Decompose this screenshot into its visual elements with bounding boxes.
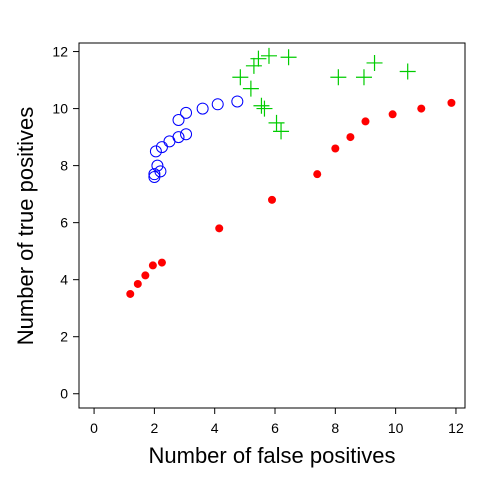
y-tick-label: 12 <box>52 44 68 60</box>
data-point <box>366 54 383 71</box>
data-point <box>268 114 285 131</box>
data-point <box>253 97 270 114</box>
data-point <box>151 159 164 172</box>
data-point <box>256 100 273 117</box>
data-point <box>231 95 244 108</box>
data-point <box>417 104 426 113</box>
y-tick-label: 0 <box>60 386 68 402</box>
x-tick-label: 2 <box>150 420 158 436</box>
data-point <box>250 50 267 67</box>
series-filled-circle <box>126 98 456 298</box>
data-point <box>330 69 347 86</box>
plot-frame <box>78 42 466 409</box>
data-point <box>180 106 193 119</box>
data-point <box>172 131 185 144</box>
y-tick-label: 10 <box>52 101 68 117</box>
series-open-circle <box>148 95 244 184</box>
data-point <box>211 98 224 111</box>
data-point <box>331 144 340 153</box>
data-point <box>133 279 142 288</box>
data-point <box>388 110 397 119</box>
data-point <box>155 141 168 154</box>
data-point <box>232 69 249 86</box>
x-axis-title: Number of false positives <box>149 443 396 468</box>
data-point <box>346 133 355 142</box>
y-axis: 0 2 4 6 8 10 12 <box>52 44 79 402</box>
data-point <box>148 261 157 270</box>
data-point <box>148 168 161 181</box>
data-point <box>313 170 322 179</box>
x-tick-label: 6 <box>271 420 279 436</box>
data-point <box>260 47 277 64</box>
data-point <box>172 113 185 126</box>
data-point <box>141 271 150 280</box>
data-point <box>242 80 259 97</box>
x-axis: 0 2 4 6 8 10 12 <box>90 408 464 436</box>
data-point <box>361 117 370 126</box>
y-tick-label: 8 <box>60 158 68 174</box>
series-plus <box>232 47 416 140</box>
data-point <box>399 63 416 80</box>
x-tick-label: 12 <box>448 420 464 436</box>
data-point <box>280 49 297 66</box>
y-tick-label: 2 <box>60 329 68 345</box>
data-point <box>245 57 262 74</box>
data-point <box>157 258 166 267</box>
data-point <box>196 102 209 115</box>
data-point <box>154 165 167 178</box>
data-point <box>355 69 372 86</box>
x-tick-label: 4 <box>211 420 219 436</box>
data-point <box>149 145 162 158</box>
y-tick-label: 4 <box>60 272 68 288</box>
y-tick-label: 6 <box>60 215 68 231</box>
data-point <box>215 224 224 233</box>
x-tick-label: 10 <box>388 420 404 436</box>
data-point <box>268 195 276 204</box>
x-tick-label: 0 <box>90 420 98 436</box>
data-point <box>447 98 456 107</box>
data-point <box>126 289 135 298</box>
x-tick-label: 8 <box>331 420 339 436</box>
data-point <box>180 128 193 141</box>
data-points <box>126 47 456 298</box>
data-point <box>273 123 290 140</box>
y-axis-title: Number of true positives <box>13 107 38 345</box>
